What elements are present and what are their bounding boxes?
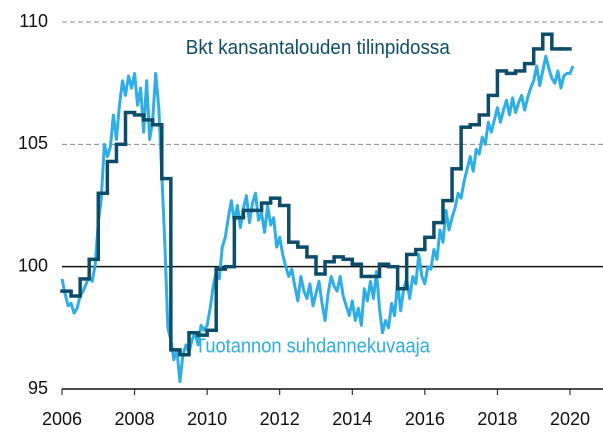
x-tick-label: 2020 bbox=[550, 409, 590, 429]
x-tick-label: 2014 bbox=[332, 409, 372, 429]
x-tick-label: 2008 bbox=[115, 409, 155, 429]
y-tick-label: 95 bbox=[28, 378, 48, 398]
x-tick-label: 2006 bbox=[42, 409, 82, 429]
y-tick-label: 105 bbox=[18, 133, 48, 153]
annotation: Tuotannon suhdannekuvaaja bbox=[195, 336, 431, 358]
x-tick-label: 2018 bbox=[477, 409, 517, 429]
x-tick-label: 2012 bbox=[260, 409, 300, 429]
annotation: Bkt kansantalouden tilinpidossa bbox=[186, 37, 451, 59]
x-tick-label: 2016 bbox=[405, 409, 445, 429]
x-tick-label: 2010 bbox=[187, 409, 227, 429]
y-tick-label: 110 bbox=[19, 11, 48, 31]
series-line bbox=[60, 54, 575, 384]
y-tick-label: 100 bbox=[18, 255, 48, 275]
